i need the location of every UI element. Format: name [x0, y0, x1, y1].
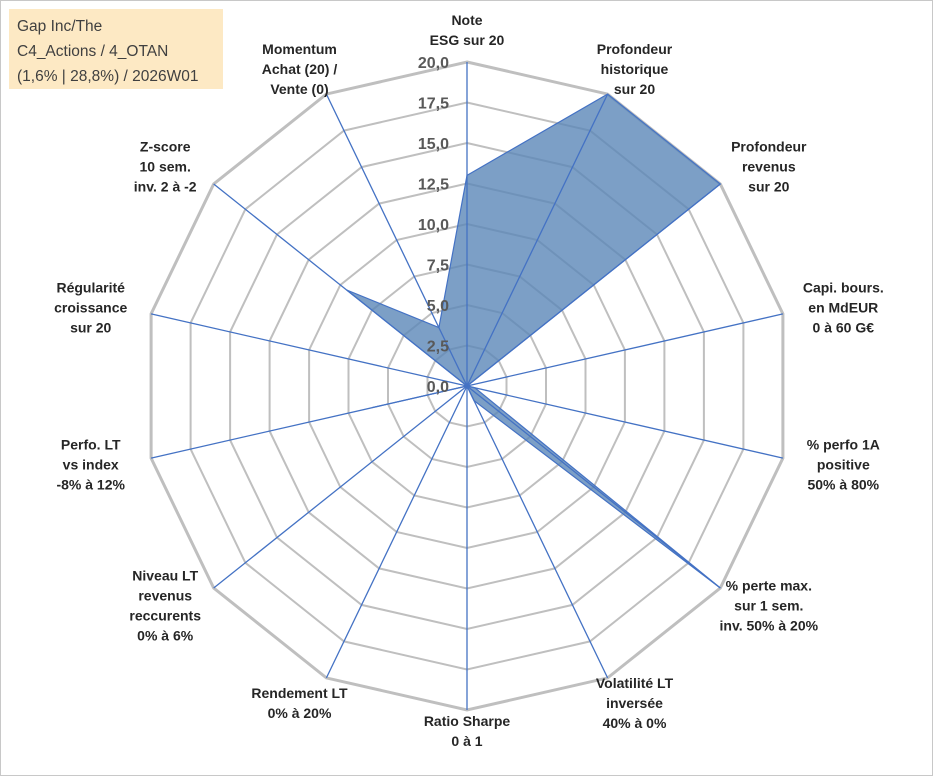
axis-label-5: % perte max. sur 1 sem. inv. 50% à 20%: [720, 578, 819, 634]
spoke-4: [466, 385, 784, 459]
axis-label-13-line-1: Achat (20) /: [262, 61, 338, 77]
tick-label-2: 5,0: [427, 298, 449, 315]
axis-label-6-line-2: 40% à 0%: [603, 715, 667, 731]
spoke-11: [150, 313, 468, 387]
axis-label-1-line-2: sur 20: [614, 81, 655, 97]
axis-label-8: Rendement LT 0% à 20%: [251, 685, 348, 721]
axis-label-9-line-2: reccurents: [129, 608, 201, 624]
axis-label-13: Momentum Achat (20) / Vente (0): [262, 41, 338, 97]
axis-label-4: % perfo 1A positive 50% à 80%: [807, 436, 880, 492]
title-line-1: Gap Inc/The: [17, 18, 103, 35]
axis-label-9-line-0: Niveau LT: [132, 568, 198, 584]
axis-label-2-line-1: revenus: [742, 159, 796, 175]
axis-label-10-line-1: vs index: [63, 456, 119, 472]
axis-label-0-line-1: ESG sur 20: [430, 32, 505, 48]
tick-label-0: 0,0: [427, 379, 449, 396]
axis-label-9: Niveau LT revenus reccurents 0% à 6%: [129, 568, 201, 644]
tick-label-1: 2,5: [427, 339, 449, 356]
axis-label-5-line-2: inv. 50% à 20%: [720, 618, 819, 634]
axis-label-12-line-1: 10 sem.: [140, 159, 191, 175]
spoke-6: [466, 385, 609, 679]
axis-label-3-line-1: en MdEUR: [808, 300, 878, 316]
axis-label-5-line-0: % perte max.: [726, 578, 812, 594]
spoke-9: [213, 385, 468, 589]
spoke-5: [466, 385, 721, 589]
axis-label-6: Volatilité LT inversée 40% à 0%: [596, 675, 674, 731]
tick-label-5: 12,5: [418, 177, 449, 194]
axis-label-4-line-0: % perfo 1A: [807, 436, 880, 452]
tick-label-4: 10,0: [418, 217, 449, 234]
tick-label-8: 20,0: [418, 55, 449, 72]
axis-label-1: Profondeur historique sur 20: [597, 41, 673, 97]
radar-spokes: [150, 62, 784, 710]
axis-label-10: Perfo. LT vs index -8% à 12%: [56, 436, 125, 492]
axis-label-6-line-0: Volatilité LT: [596, 675, 674, 691]
axis-label-0: Note ESG sur 20: [430, 12, 505, 48]
axis-label-1-line-1: historique: [601, 61, 669, 77]
axis-label-8-line-0: Rendement LT: [251, 685, 348, 701]
axis-label-7-line-0: Ratio Sharpe: [424, 713, 511, 729]
title-line-2: C4_Actions / 4_OTAN: [17, 43, 169, 60]
spoke-13: [325, 93, 468, 387]
radar-tick-labels: 0,0 2,5 5,0 7,5 10,0 12,5 15,0 17,5 20,0: [418, 55, 449, 396]
axis-label-0-line-0: Note: [451, 12, 482, 28]
axis-label-2: Profondeur revenus sur 20: [731, 139, 807, 195]
axis-label-6-line-1: inversée: [606, 695, 663, 711]
axis-label-2-line-0: Profondeur: [731, 139, 807, 155]
tick-label-7: 17,5: [418, 96, 449, 113]
axis-label-3-line-0: Capi. bours.: [803, 280, 884, 296]
chart-title-box: Gap Inc/The C4_Actions / 4_OTAN (1,6% | …: [9, 9, 223, 89]
axis-label-3-line-2: 0 à 60 G€: [813, 320, 875, 336]
spoke-2: [466, 183, 721, 387]
axis-label-13-line-2: Vente (0): [270, 81, 328, 97]
spoke-3: [466, 313, 784, 387]
axis-label-11-line-1: croissance: [54, 300, 127, 316]
spoke-1: [466, 93, 609, 387]
axis-label-12-line-2: inv. 2 à -2: [134, 179, 197, 195]
axis-label-8-line-1: 0% à 20%: [268, 705, 332, 721]
title-line-3: (1,6% | 28,8%) / 2026W01: [17, 68, 199, 85]
spoke-12: [213, 183, 468, 387]
spoke-8: [325, 385, 468, 679]
axis-label-11-line-0: Régularité: [56, 280, 125, 296]
tick-label-3: 7,5: [427, 258, 449, 275]
axis-label-9-line-3: 0% à 6%: [137, 628, 194, 644]
axis-label-4-line-2: 50% à 80%: [807, 476, 879, 492]
axis-label-7-line-1: 0 à 1: [451, 733, 482, 749]
axis-label-3: Capi. bours. en MdEUR 0 à 60 G€: [803, 280, 884, 336]
axis-label-12-line-0: Z-score: [140, 139, 191, 155]
axis-label-2-line-2: sur 20: [748, 179, 789, 195]
axis-label-7: Ratio Sharpe 0 à 1: [424, 713, 511, 749]
spoke-10: [150, 385, 468, 459]
axis-label-13-line-0: Momentum: [262, 41, 337, 57]
axis-label-12: Z-score 10 sem. inv. 2 à -2: [134, 139, 197, 195]
axis-label-9-line-1: revenus: [138, 588, 192, 604]
axis-label-11-line-2: sur 20: [70, 320, 111, 336]
axis-label-11: Régularité croissance sur 20: [54, 280, 127, 336]
axis-label-10-line-2: -8% à 12%: [56, 476, 125, 492]
tick-label-6: 15,0: [418, 136, 449, 153]
axis-label-10-line-0: Perfo. LT: [61, 436, 121, 452]
axis-label-1-line-0: Profondeur: [597, 41, 673, 57]
radar-axis-labels: Note ESG sur 20 Profondeur historique sur 20…: [54, 12, 884, 749]
axis-label-5-line-1: sur 1 sem.: [734, 598, 803, 614]
axis-label-4-line-1: positive: [817, 456, 870, 472]
